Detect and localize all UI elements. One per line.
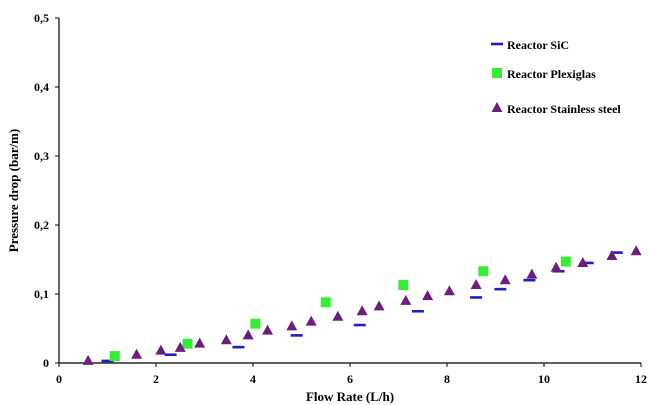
y-tick-label: 0,3: [34, 149, 49, 163]
data-point: [290, 334, 303, 337]
data-point: [305, 315, 317, 326]
data-point: [494, 287, 507, 291]
legend-marker: [491, 42, 503, 46]
data-point: [220, 334, 232, 345]
x-tick-label: 2: [153, 372, 159, 386]
data-point: [373, 300, 385, 311]
x-tick-label: 4: [250, 372, 256, 386]
data-point: [286, 320, 298, 331]
data-point: [610, 251, 623, 254]
x-tick-label: 12: [635, 372, 647, 386]
data-point: [526, 268, 538, 279]
y-tick-label: 0,1: [34, 287, 49, 301]
data-point: [398, 280, 409, 291]
tick-labels: 0 2 4 6 8 10 12 0 0,1 0,2 0,3 0,4 0,5: [34, 11, 647, 386]
y-tick-label: 0: [43, 356, 49, 370]
data-point: [109, 351, 120, 362]
x-tick-label: 0: [56, 372, 62, 386]
data-point: [250, 318, 261, 329]
data-point: [581, 261, 594, 265]
series-2: [82, 245, 642, 365]
data-point: [194, 337, 206, 348]
x-tick-label: 8: [444, 372, 450, 386]
series-0: [101, 251, 623, 363]
legend-label: Reactor Plexiglas: [507, 67, 596, 81]
data-point: [523, 278, 536, 282]
data-point: [353, 323, 366, 327]
data-point: [131, 348, 143, 359]
axes: [55, 17, 642, 367]
legend: Reactor SiC Reactor Plexiglas Reactor Stai…: [491, 38, 621, 116]
data-point: [232, 345, 245, 349]
data-point: [101, 359, 114, 363]
legend-marker: [492, 68, 502, 78]
data-point: [82, 354, 94, 365]
x-tick-label: 10: [538, 372, 550, 386]
y-tick-label: 0,4: [34, 80, 49, 94]
data-point: [422, 290, 434, 301]
data-marks: [82, 245, 642, 365]
data-point: [443, 285, 455, 296]
data-point: [478, 266, 489, 277]
data-point: [356, 305, 368, 316]
data-point: [550, 261, 562, 272]
x-tick-label: 6: [347, 372, 353, 386]
series-1: [109, 256, 571, 362]
data-point: [164, 353, 177, 357]
y-axis-title: Pressure drop (bar/m): [6, 129, 21, 253]
data-point: [182, 338, 193, 349]
data-point: [560, 256, 571, 267]
legend-label: Reactor SiC: [507, 38, 569, 52]
data-point: [577, 256, 589, 267]
data-point: [470, 296, 483, 299]
x-axis-title: Flow Rate (L/h): [306, 389, 394, 404]
data-point: [155, 344, 167, 355]
data-point: [242, 329, 254, 340]
data-point: [411, 309, 424, 313]
legend-label: Reactor Stainless steel: [507, 102, 621, 116]
y-tick-label: 0,5: [34, 11, 49, 25]
data-point: [606, 250, 618, 261]
data-point: [262, 324, 274, 335]
data-point: [630, 245, 642, 256]
data-point: [470, 279, 482, 290]
y-tick-label: 0,2: [34, 218, 49, 232]
legend-marker: [491, 102, 503, 112]
data-point: [400, 294, 412, 305]
data-point: [174, 341, 186, 352]
data-point: [499, 274, 511, 285]
data-point: [332, 310, 344, 321]
data-point: [320, 297, 331, 308]
